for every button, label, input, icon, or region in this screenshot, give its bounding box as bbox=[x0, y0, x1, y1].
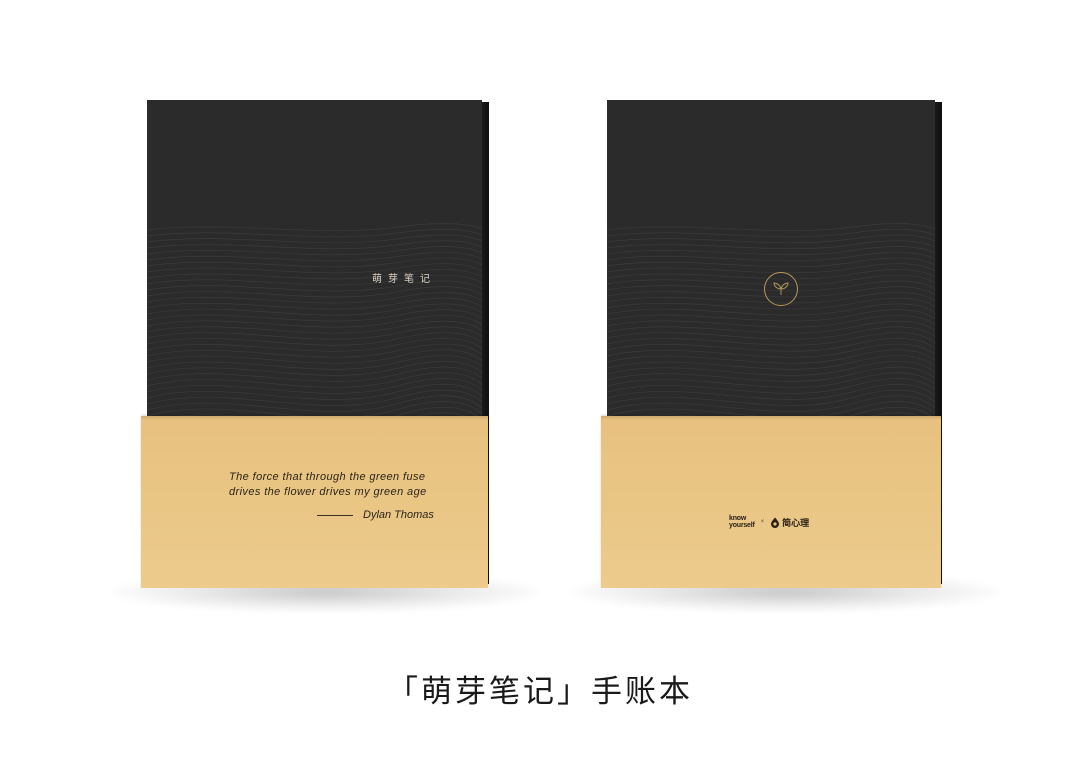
wave-line bbox=[147, 240, 482, 250]
wave-line bbox=[147, 395, 482, 412]
wave-line bbox=[147, 269, 482, 280]
wave-line bbox=[607, 332, 935, 346]
wave-line bbox=[147, 257, 482, 268]
wave-line bbox=[147, 263, 482, 274]
wave-line bbox=[147, 280, 482, 292]
wave-line bbox=[147, 338, 482, 352]
wave-line bbox=[607, 395, 935, 412]
wave-line bbox=[147, 303, 482, 316]
attribution-dash bbox=[317, 514, 353, 516]
wave-line bbox=[147, 343, 482, 358]
wave-line bbox=[147, 383, 482, 400]
wave-line bbox=[607, 297, 935, 310]
wave-line bbox=[607, 251, 935, 262]
left-wave-pattern bbox=[147, 223, 482, 430]
wave-line bbox=[607, 378, 935, 394]
wave-line bbox=[147, 228, 482, 238]
wave-line bbox=[607, 360, 935, 376]
wave-line bbox=[147, 223, 482, 232]
left-notebook: 萌芽笔记 The force that through the green fu… bbox=[141, 100, 489, 588]
wave-line bbox=[607, 274, 935, 286]
wave-line bbox=[607, 401, 935, 418]
wave-line bbox=[607, 246, 935, 256]
quote-author: Dylan Thomas bbox=[363, 509, 434, 521]
wave-line bbox=[607, 269, 935, 280]
wave-line bbox=[607, 280, 935, 292]
wave-line bbox=[147, 292, 482, 304]
wave-line bbox=[147, 366, 482, 382]
wave-line bbox=[607, 326, 935, 340]
right-notebook-spine bbox=[935, 102, 942, 584]
right-notebook: know yourself × 简心理 bbox=[601, 100, 942, 588]
wave-line bbox=[607, 263, 935, 274]
right-belly-band: know yourself × 简心理 bbox=[601, 416, 941, 588]
leaf-sprout-icon bbox=[764, 272, 798, 306]
wave-line bbox=[147, 234, 482, 244]
wave-line bbox=[607, 286, 935, 298]
wave-line bbox=[147, 349, 482, 364]
logo-separator: × bbox=[760, 519, 765, 525]
wave-line bbox=[147, 297, 482, 310]
wave-line bbox=[607, 309, 935, 322]
wave-line bbox=[607, 372, 935, 388]
wave-line bbox=[607, 228, 935, 238]
wave-line bbox=[147, 326, 482, 340]
wave-line bbox=[607, 383, 935, 400]
left-belly-band: The force that through the green fuse dr… bbox=[141, 416, 488, 588]
wave-line bbox=[607, 234, 935, 244]
wave-line bbox=[147, 320, 482, 334]
wave-line bbox=[607, 338, 935, 352]
wave-line bbox=[147, 332, 482, 346]
drop-logo-icon bbox=[771, 517, 780, 528]
wave-line bbox=[147, 251, 482, 262]
left-cover-title: 萌芽笔记 bbox=[372, 274, 436, 285]
wave-line bbox=[147, 401, 482, 418]
wave-line bbox=[147, 360, 482, 376]
wave-line bbox=[607, 303, 935, 316]
wave-line bbox=[147, 389, 482, 406]
wave-line bbox=[607, 292, 935, 304]
quote-attribution: Dylan Thomas bbox=[317, 509, 434, 521]
wave-line bbox=[147, 274, 482, 286]
wave-line bbox=[607, 320, 935, 334]
wave-line bbox=[147, 286, 482, 298]
knowyourself-logo: know yourself bbox=[729, 515, 755, 529]
wave-line bbox=[607, 240, 935, 250]
brand-logos: know yourself × 简心理 bbox=[729, 515, 809, 529]
wave-line bbox=[607, 223, 935, 232]
wave-line bbox=[607, 343, 935, 358]
wave-line bbox=[607, 389, 935, 406]
wave-line bbox=[147, 372, 482, 388]
quote-text: The force that through the green fuse dr… bbox=[229, 470, 427, 500]
product-caption: 「萌芽笔记」手账本 bbox=[387, 674, 693, 710]
wave-line bbox=[607, 257, 935, 268]
wave-line bbox=[607, 349, 935, 364]
wave-line bbox=[607, 315, 935, 328]
wave-line bbox=[607, 366, 935, 382]
left-notebook-spine bbox=[482, 102, 489, 584]
right-wave-pattern bbox=[607, 223, 935, 430]
wave-line bbox=[607, 355, 935, 370]
quote-line-1: The force that through the green fuse bbox=[229, 471, 426, 483]
jianxinli-logo: 简心理 bbox=[770, 516, 809, 529]
wave-line bbox=[147, 309, 482, 322]
wave-line bbox=[147, 315, 482, 328]
wave-line bbox=[147, 378, 482, 394]
wave-line bbox=[147, 246, 482, 256]
quote-line-2: drives the flower drives my green age bbox=[229, 486, 427, 498]
wave-line bbox=[147, 355, 482, 370]
